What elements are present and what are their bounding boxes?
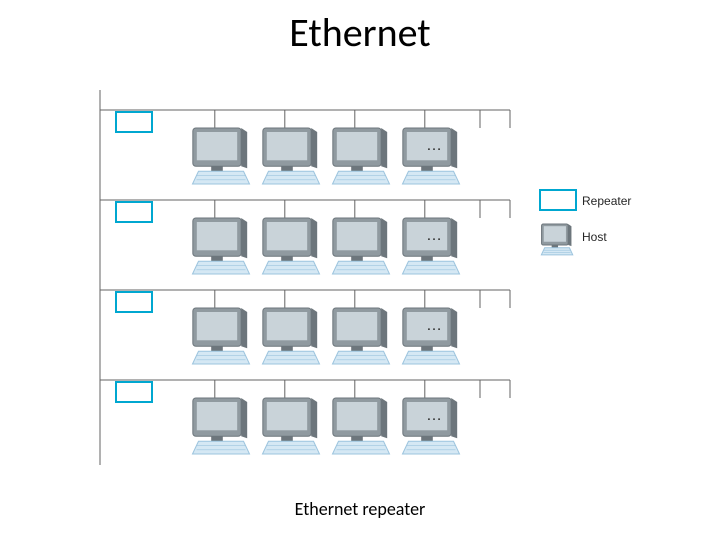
svg-text:…: … — [426, 407, 442, 424]
legend-repeater-label: Repeater — [582, 194, 631, 208]
ethernet-diagram: … … … … — [80, 90, 640, 490]
legend-host-label: Host — [582, 230, 607, 244]
svg-text:…: … — [426, 137, 442, 154]
svg-text:…: … — [426, 317, 442, 334]
svg-text:…: … — [426, 227, 442, 244]
page-title: Ethernet — [0, 8, 720, 57]
caption: Ethernet repeater — [0, 498, 720, 520]
